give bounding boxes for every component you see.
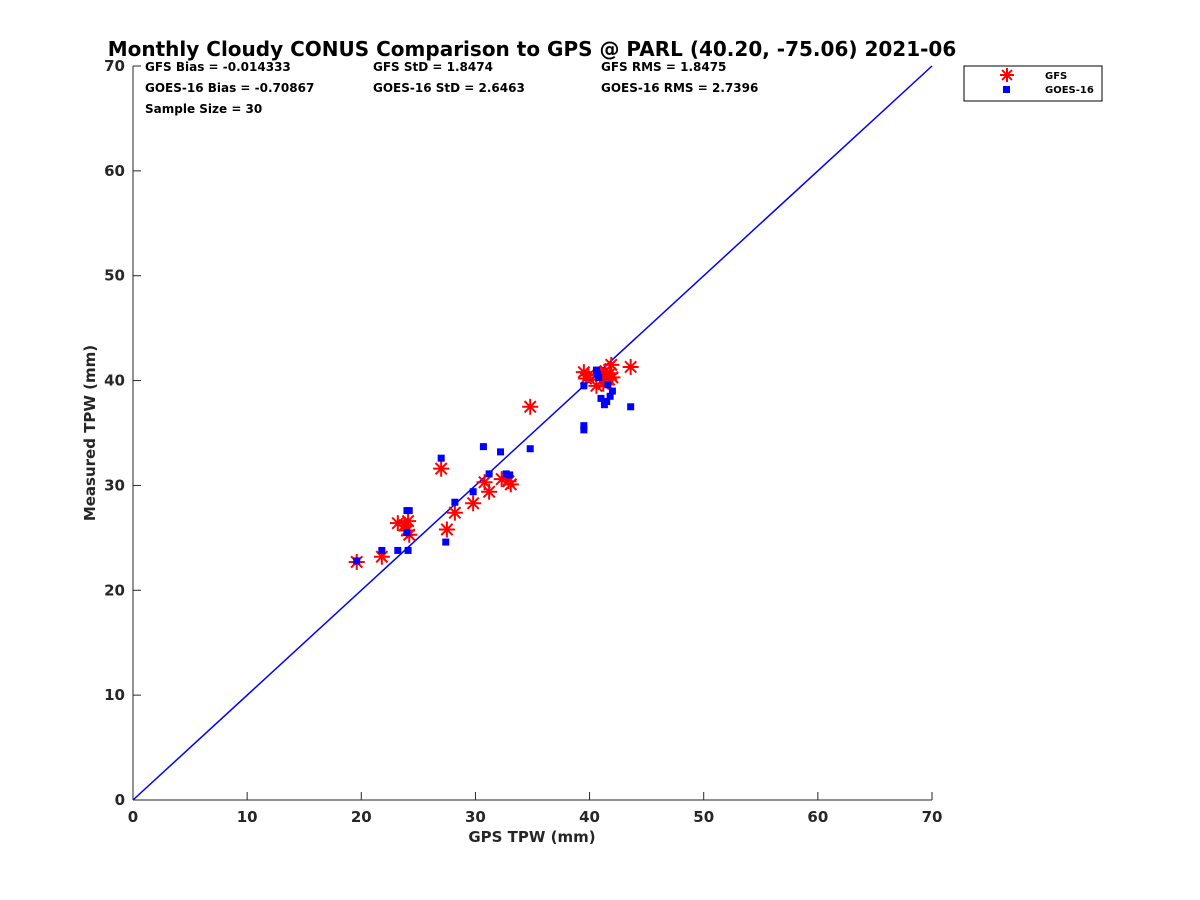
goes16-point [608,387,616,395]
chart-title: Monthly Cloudy CONUS Comparison to GPS @… [108,37,957,61]
legend-gfs-marker [1000,68,1014,82]
x-tick-label: 20 [351,808,372,826]
y-tick-label: 70 [104,57,125,75]
goes16-point [404,546,412,554]
y-tick-label: 50 [104,267,125,285]
goes16-point [405,507,413,515]
goes16-point [606,392,614,400]
goes16-point [403,529,411,537]
goes16-point [442,538,450,546]
x-tick-label: 10 [237,808,258,826]
y-axis-label: Measured TPW (mm) [81,345,99,521]
y-tick-label: 0 [115,791,125,809]
stat-gfs-rms: GFS RMS = 1.8475 [601,60,726,74]
gfs-point [438,521,455,538]
goes16-point [485,470,493,478]
x-tick-label: 50 [693,808,714,826]
y-tick-label: 30 [104,476,125,494]
x-tick-label: 40 [579,808,600,826]
goes16-point [580,422,588,430]
goes16-point [594,370,602,378]
x-tick-label: 70 [922,808,943,826]
legend: GFS GOES-16 [963,65,1103,102]
y-tick-label: 20 [104,581,125,599]
y-tick-label: 40 [104,372,125,390]
gfs-point [604,369,621,386]
goes16-series [353,366,635,565]
one-to-one-line [132,65,933,801]
goes16-point [627,403,635,411]
gfs-point [433,460,450,477]
gfs-series [348,356,639,570]
gfs-point [481,483,498,500]
reference-line [132,65,933,801]
gfs-point [465,495,482,512]
stat-gfs-bias: GFS Bias = -0.014333 [145,60,291,74]
goes16-point [592,366,600,374]
legend-gfs-asterisk [1000,68,1014,82]
legend-gfs-label: GFS [1045,71,1067,82]
gfs-point [622,358,639,375]
legend-goes16-marker [1003,86,1010,93]
x-tick-label: 30 [465,808,486,826]
goes16-point [597,394,605,402]
goes16-point [479,443,487,451]
axes: 0 10 20 30 40 50 60 70 0 10 20 30 40 50 60 70 [104,57,942,826]
gfs-point [603,356,620,373]
gfs-point [502,476,519,493]
goes16-point [506,471,514,479]
stat-sample-size: Sample Size = 30 [145,102,262,116]
goes16-point [603,398,611,406]
x-tick-label: 0 [128,808,138,826]
x-tick-label: 60 [807,808,828,826]
y-tick-label: 10 [104,686,125,704]
goes16-point [353,557,361,565]
goes16-point [394,546,402,554]
goes16-point [469,488,477,496]
gfs-point [446,504,463,521]
legend-goes16-label: GOES-16 [1045,85,1094,96]
legend-box [963,65,1103,102]
goes16-point [437,454,445,462]
goes16-point [580,382,588,390]
y-tick-label: 60 [104,162,125,180]
gfs-point [580,367,597,384]
goes16-point [580,426,588,434]
stat-goes-bias: GOES-16 Bias = -0.70867 [145,81,314,95]
gfs-point [522,398,539,415]
goes16-point [497,448,505,456]
goes16-point [451,498,459,506]
stat-gfs-std: GFS StD = 1.8474 [373,60,493,74]
stat-goes-std: GOES-16 StD = 2.6463 [373,81,525,95]
x-axis-label: GPS TPW (mm) [468,828,595,846]
stat-goes-rms: GOES-16 RMS = 2.7396 [601,81,758,95]
goes16-point [604,381,612,389]
goes16-point [526,445,534,453]
goes16-point [378,546,386,554]
